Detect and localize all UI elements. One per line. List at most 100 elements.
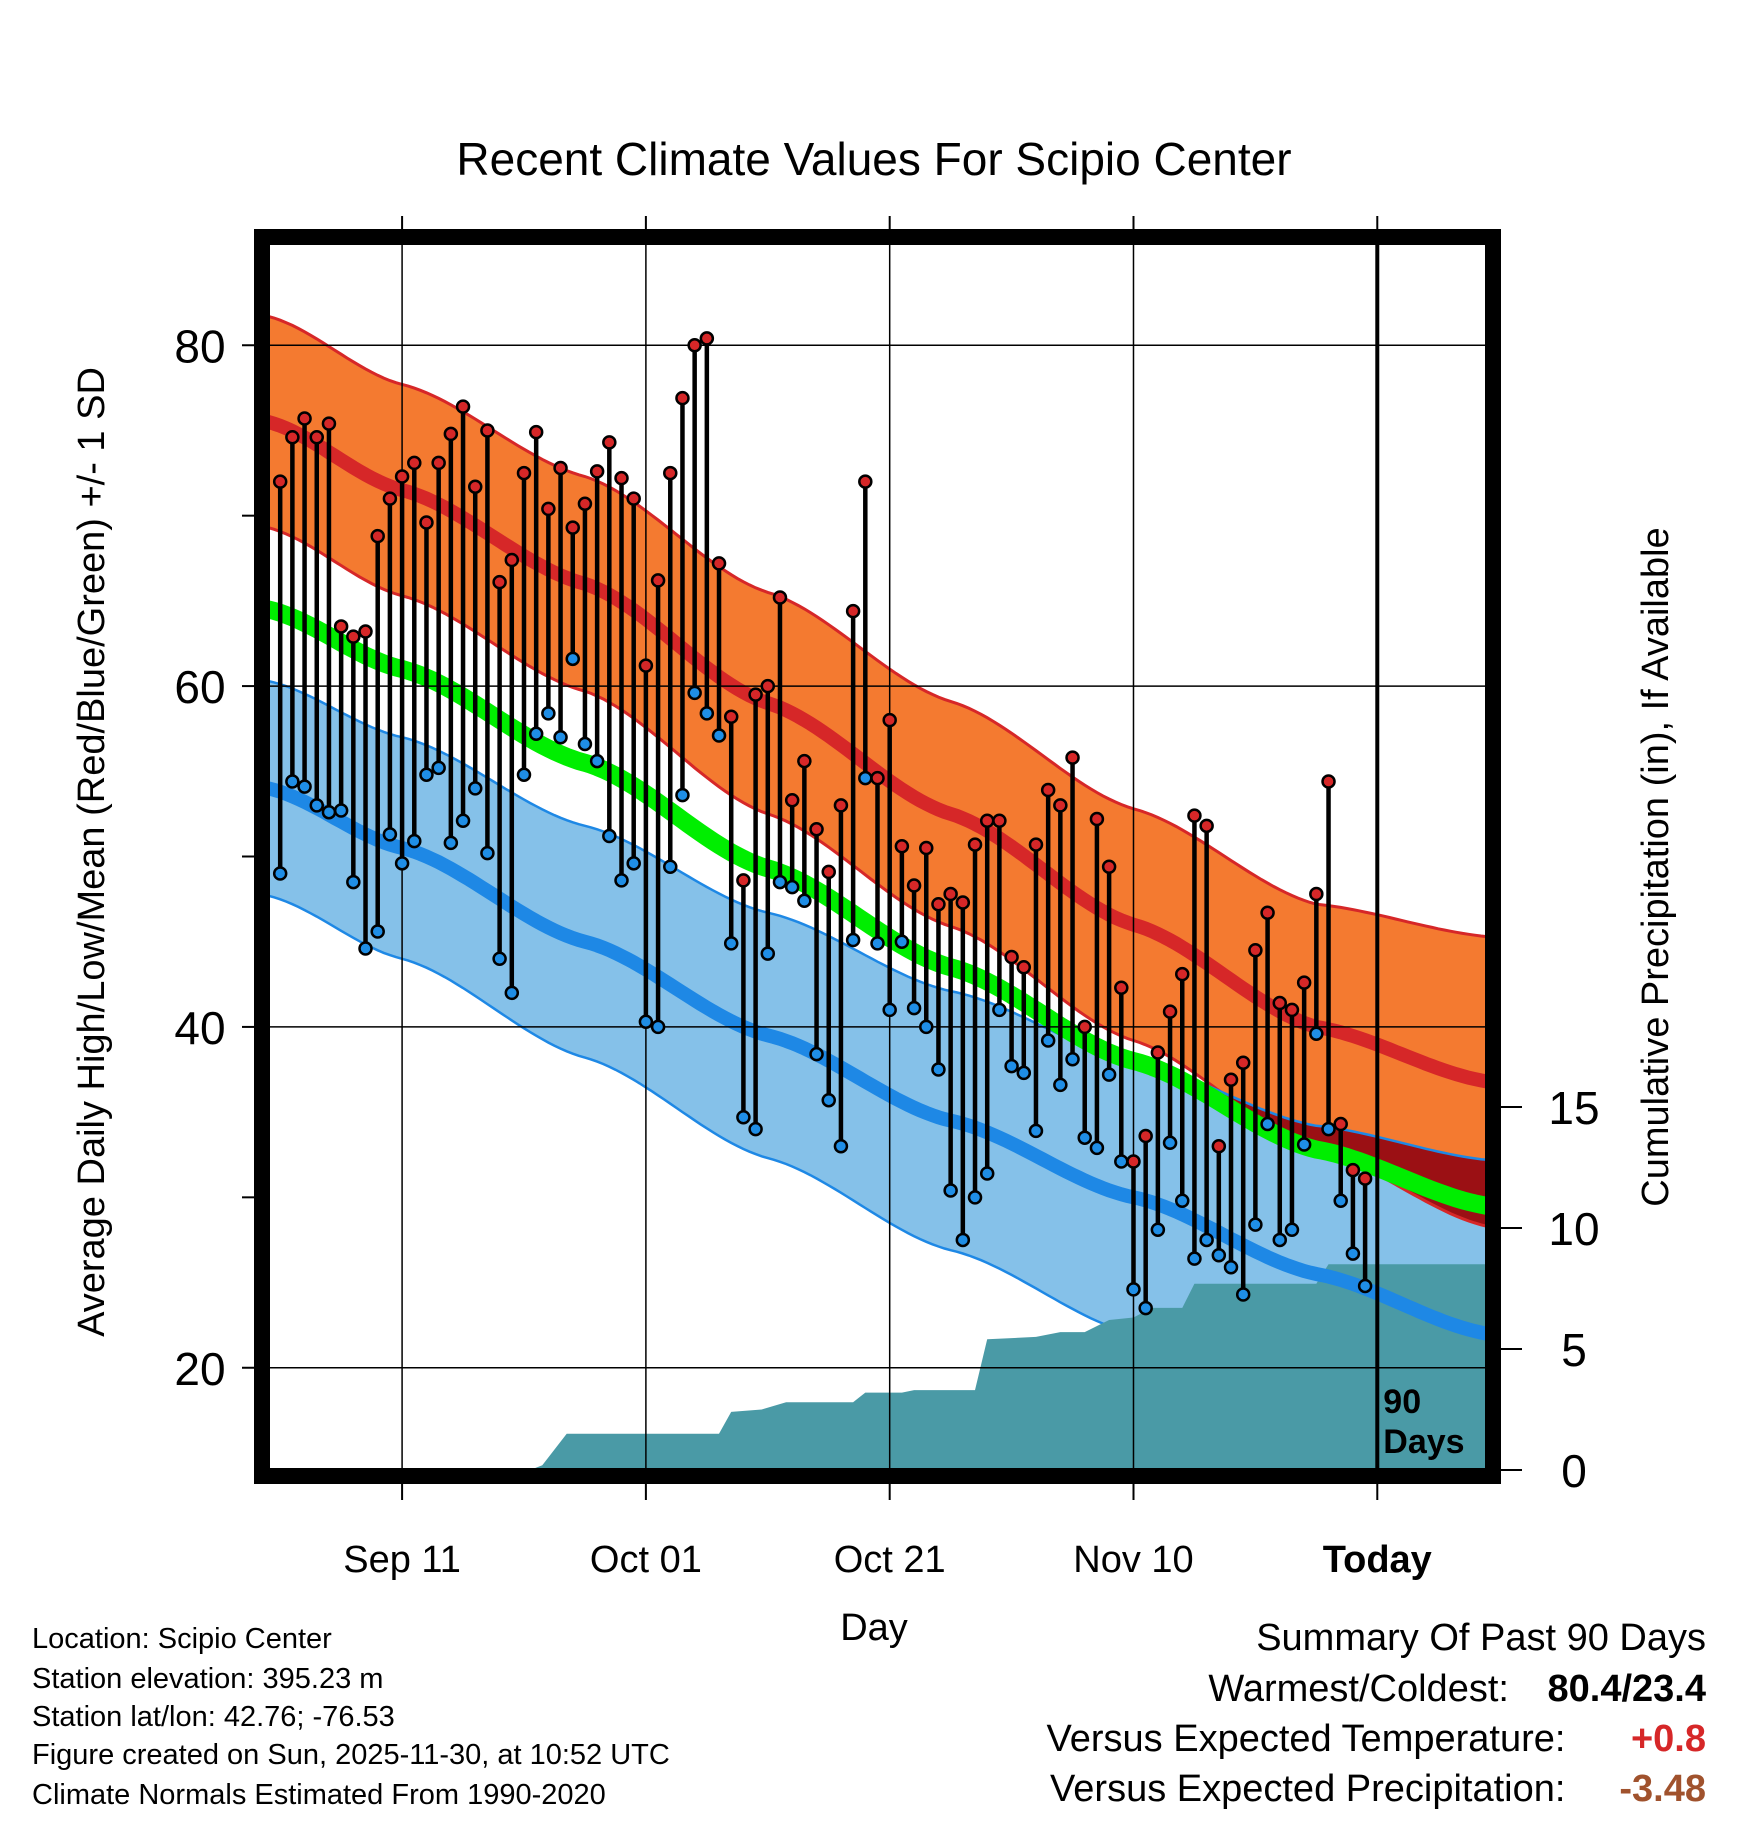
daily-high-point: [272, 474, 288, 489]
daily-low-point: [1101, 1067, 1117, 1082]
y-tick-label-left: 80: [174, 320, 225, 372]
daily-low-point: [309, 798, 325, 813]
daily-high-point: [723, 709, 739, 725]
plot-frame: [254, 229, 1501, 1484]
y-tick-label-right: 5: [1561, 1324, 1587, 1376]
daily-low-point: [553, 729, 568, 745]
daily-low-point: [1028, 1123, 1044, 1139]
daily-high-point: [309, 430, 325, 445]
daily-low-point: [1199, 1232, 1214, 1248]
daily-high-point: [687, 338, 702, 353]
footer-location: Location: Scipio Center: [32, 1623, 332, 1655]
daily-high-point: [346, 629, 361, 644]
daily-high-point: [297, 411, 312, 426]
daily-high-point: [1101, 859, 1117, 874]
daily-high-point: [333, 619, 349, 634]
daily-low-point: [1235, 1287, 1251, 1302]
daily-high-point: [1016, 960, 1032, 975]
daily-high-point: [1162, 1004, 1178, 1019]
daily-high-point: [1065, 750, 1080, 765]
daily-low-point: [711, 728, 727, 743]
daily-high-point: [541, 501, 556, 517]
daily-low-point: [565, 651, 580, 667]
low-band-upper-edge: [268, 679, 1487, 1162]
daily-high-point: [1077, 1019, 1092, 1035]
x-axis-label: Day: [840, 1607, 908, 1649]
daily-high-point: [711, 556, 727, 571]
daily-high-point: [394, 469, 410, 484]
summary-temp-value: +0.8: [1630, 1718, 1706, 1760]
y-tick-label-right: 15: [1548, 1082, 1599, 1134]
daily-high-point: [784, 793, 800, 808]
daily-high-point: [1211, 1138, 1227, 1154]
high-band-upper-edge: [268, 314, 1487, 939]
daily-high-point: [467, 479, 483, 494]
daily-high-point: [955, 895, 971, 910]
daily-low-point: [1223, 1259, 1239, 1275]
daily-high-point: [845, 603, 861, 619]
daily-high-point: [1138, 1128, 1153, 1144]
daily-low-point: [736, 1109, 751, 1125]
daily-low-point: [906, 1000, 922, 1016]
summary-warm-cold-label: Warmest/Coldest:: [1208, 1668, 1509, 1710]
daily-high-point: [979, 813, 995, 828]
chart-title: Recent Climate Values For Scipio Center: [456, 133, 1291, 185]
daily-high-point: [992, 813, 1007, 828]
daily-high-point: [553, 460, 568, 476]
daily-low-point: [1211, 1248, 1227, 1263]
daily-low-point: [1284, 1222, 1300, 1237]
daily-high-point: [358, 624, 373, 639]
y-tick-label-right: 10: [1548, 1203, 1599, 1255]
daily-low-point: [394, 856, 410, 871]
daily-high-point: [748, 687, 763, 702]
daily-low-point: [1296, 1137, 1312, 1152]
daily-low-point: [809, 1046, 824, 1062]
daily-high-point: [1004, 949, 1019, 965]
daily-high-point: [638, 658, 654, 673]
daily-low-point: [516, 767, 532, 782]
daily-low-point: [528, 726, 544, 742]
daily-low-point: [919, 1019, 934, 1035]
daily-low-point: [467, 781, 483, 796]
daily-low-point: [504, 985, 520, 1001]
daily-low-point: [1016, 1065, 1032, 1081]
daily-low-point: [382, 827, 398, 842]
daily-high-point: [736, 873, 751, 888]
daily-high-point: [626, 491, 641, 506]
x-tick-label: Nov 10: [1073, 1539, 1193, 1581]
daily-high-point: [870, 770, 885, 786]
daily-low-point: [967, 1190, 983, 1205]
daily-low-point: [979, 1166, 995, 1181]
daily-low-point: [346, 874, 361, 890]
daily-high-point: [1272, 995, 1288, 1011]
daily-high-point: [614, 470, 629, 486]
daily-low-point: [870, 936, 885, 951]
daily-high-point: [516, 465, 532, 481]
daily-low-point: [1321, 1121, 1336, 1137]
daily-high-point: [492, 574, 507, 590]
daily-high-point: [285, 430, 300, 445]
daily-high-point: [894, 839, 910, 854]
daily-high-point: [370, 528, 385, 544]
daily-high-point: [382, 491, 398, 506]
daily-high-point: [577, 496, 593, 511]
daily-low-point: [1260, 1116, 1275, 1132]
daily-high-point: [809, 821, 824, 837]
daily-high-point: [760, 678, 776, 694]
daily-low-point: [943, 1183, 958, 1198]
daily-low-point: [492, 951, 507, 966]
daily-high-point: [528, 424, 544, 440]
daily-high-point: [1357, 1171, 1373, 1186]
daily-high-point: [1235, 1055, 1251, 1070]
daily-low-point: [1187, 1251, 1202, 1266]
daily-low-point: [419, 767, 434, 782]
daily-high-point: [967, 837, 983, 852]
today-days-label: Days: [1383, 1423, 1464, 1461]
daily-high-point: [943, 886, 958, 902]
daily-high-point: [821, 864, 836, 880]
daily-high-point: [675, 390, 690, 406]
y-axis-label-right: Cumulative Precipitation (in), If Availa…: [1635, 527, 1677, 1206]
summary-precip-value: -3.48: [1619, 1768, 1706, 1810]
daily-high-point: [1345, 1162, 1361, 1178]
